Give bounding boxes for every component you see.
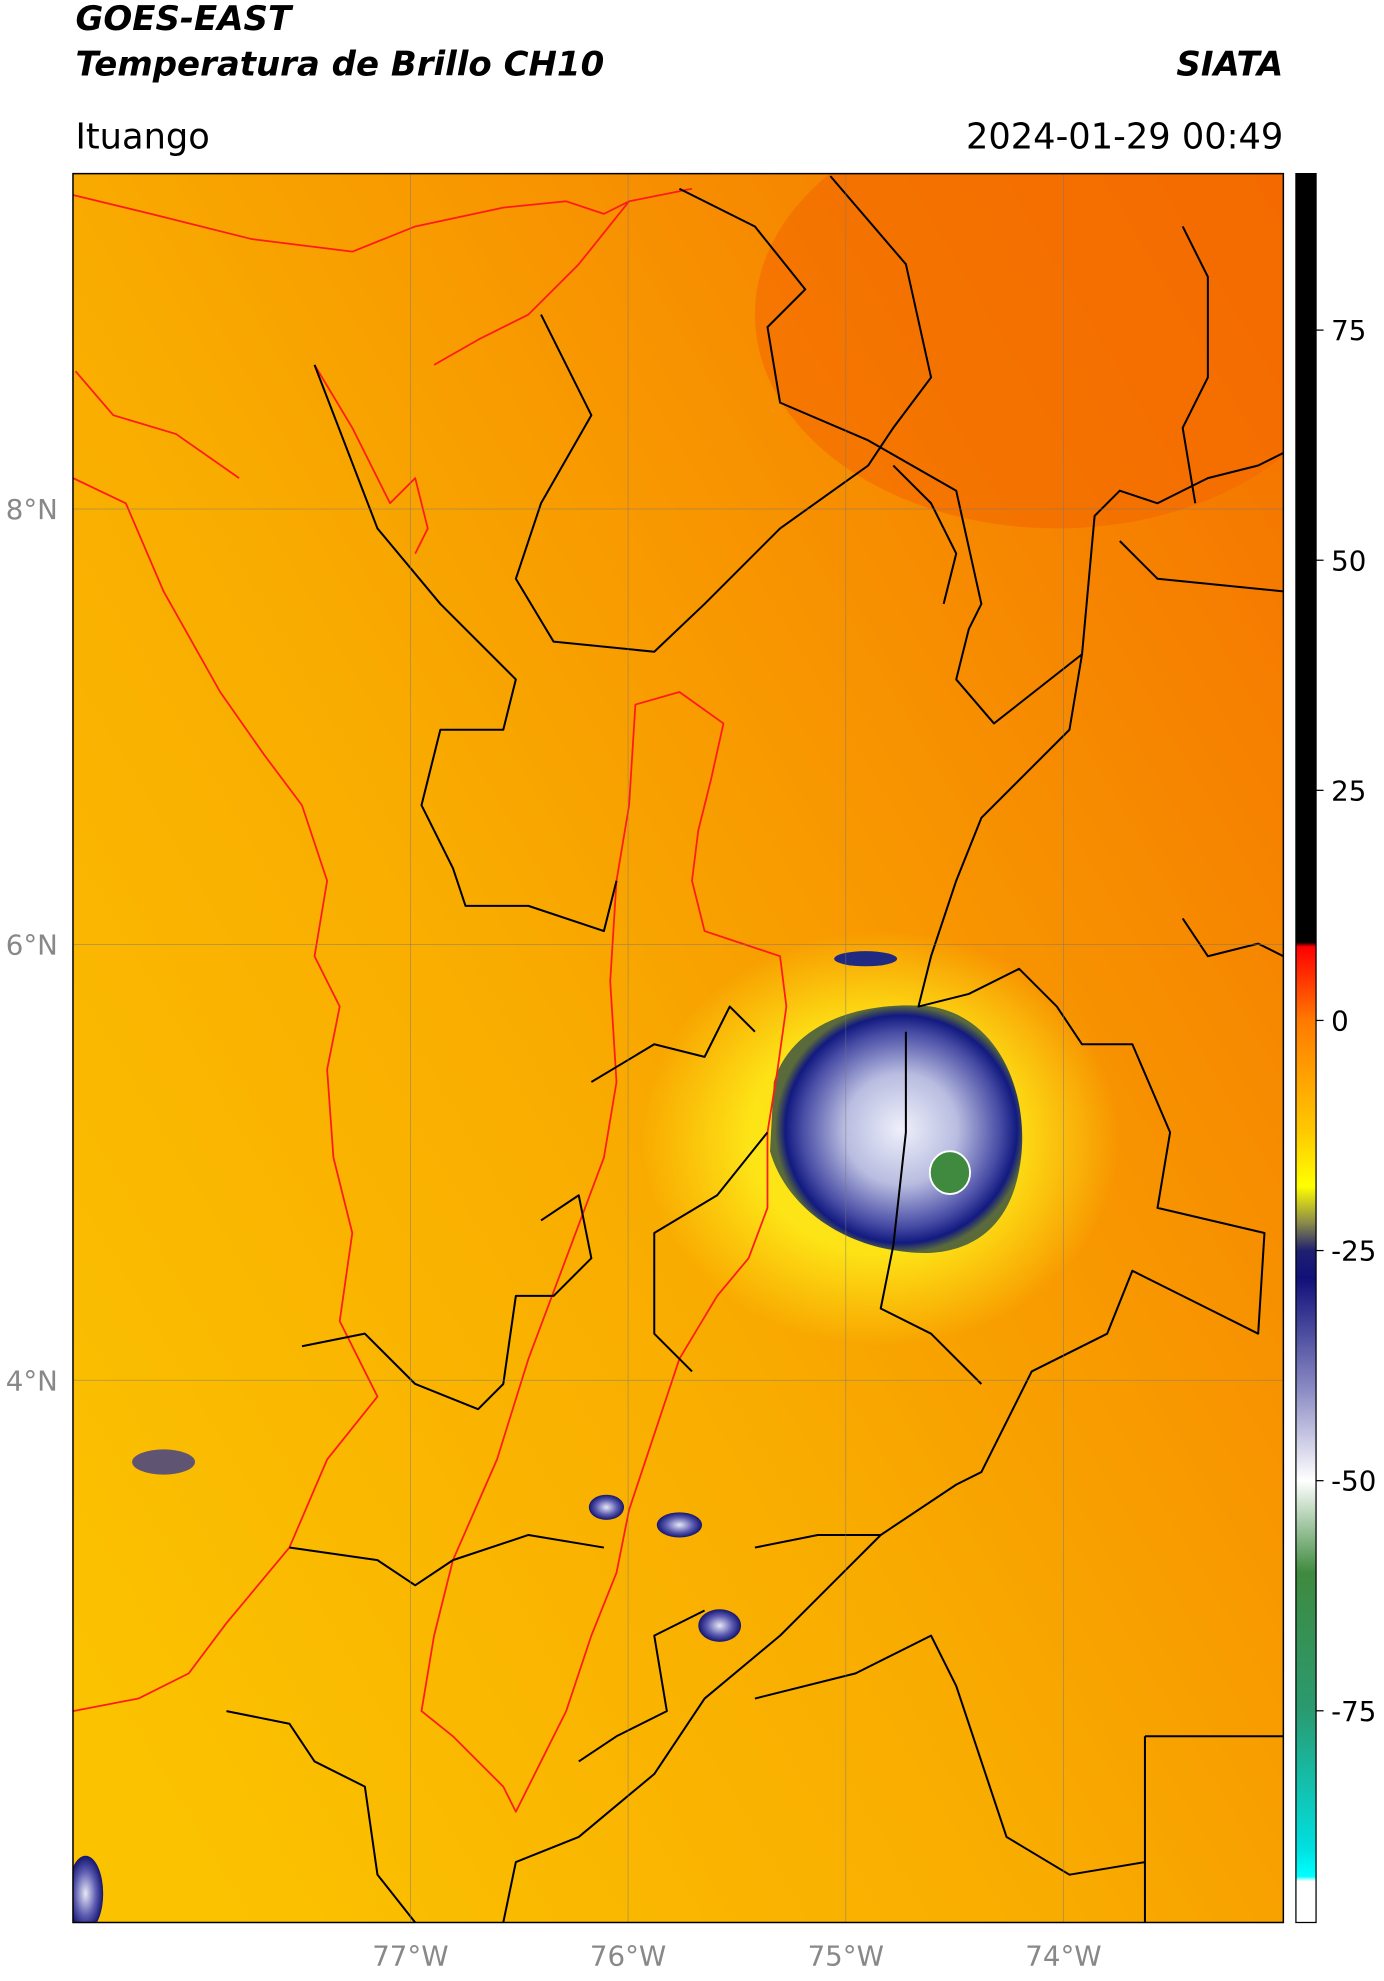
x-tick-label: 74°W (1025, 1939, 1101, 1972)
product-title: Temperatura de Brillo CH10 (75, 44, 604, 84)
colorbar (1295, 172, 1317, 1924)
x-tick-label: 77°W (372, 1939, 448, 1972)
cloud (132, 1449, 196, 1475)
colorbar-tick-label: -25 (1331, 1235, 1376, 1268)
colorbar-ticks: -75 -50 -25 0 25 50 75 (1316, 314, 1376, 1728)
colorbar-tick-label: -75 (1331, 1695, 1376, 1728)
colorbar-tick-label: 0 (1331, 1005, 1349, 1038)
satellite-title: GOES-EAST (75, 0, 293, 39)
organization: SIATA (1176, 44, 1283, 84)
map-image (72, 173, 1284, 1923)
cloud (656, 1512, 703, 1538)
storm-core (928, 1150, 972, 1195)
coastline (72, 187, 693, 1712)
colorbar-tick-label: 75 (1331, 314, 1366, 347)
colorbar-tick-label: -50 (1331, 1465, 1376, 1498)
map-frame (72, 172, 1285, 1924)
colorbar-tick-label: 25 (1331, 774, 1366, 807)
timestamp: 2024-01-29 00:49 (966, 116, 1283, 157)
x-tick-label: 75°W (808, 1939, 884, 1972)
y-tick-label: 8°N (6, 493, 58, 526)
tick-labels: 77°W 76°W 75°W 74°W 4°N 6°N 8°N (6, 493, 1102, 1972)
cloud (834, 951, 898, 967)
colorbar-tick-label: 50 (1331, 544, 1366, 577)
y-tick-label: 4°N (6, 1364, 58, 1397)
cloud (72, 1855, 104, 1923)
region: Ituango (75, 116, 209, 157)
admin-border (226, 175, 1284, 1923)
y-tick-label: 6°N (6, 929, 58, 962)
cloud (588, 1494, 625, 1520)
x-tick-label: 76°W (590, 1939, 666, 1972)
basin-outline (420, 691, 788, 1813)
cloud (698, 1609, 742, 1642)
graticule (72, 173, 1284, 1923)
warm-area (754, 173, 1284, 529)
